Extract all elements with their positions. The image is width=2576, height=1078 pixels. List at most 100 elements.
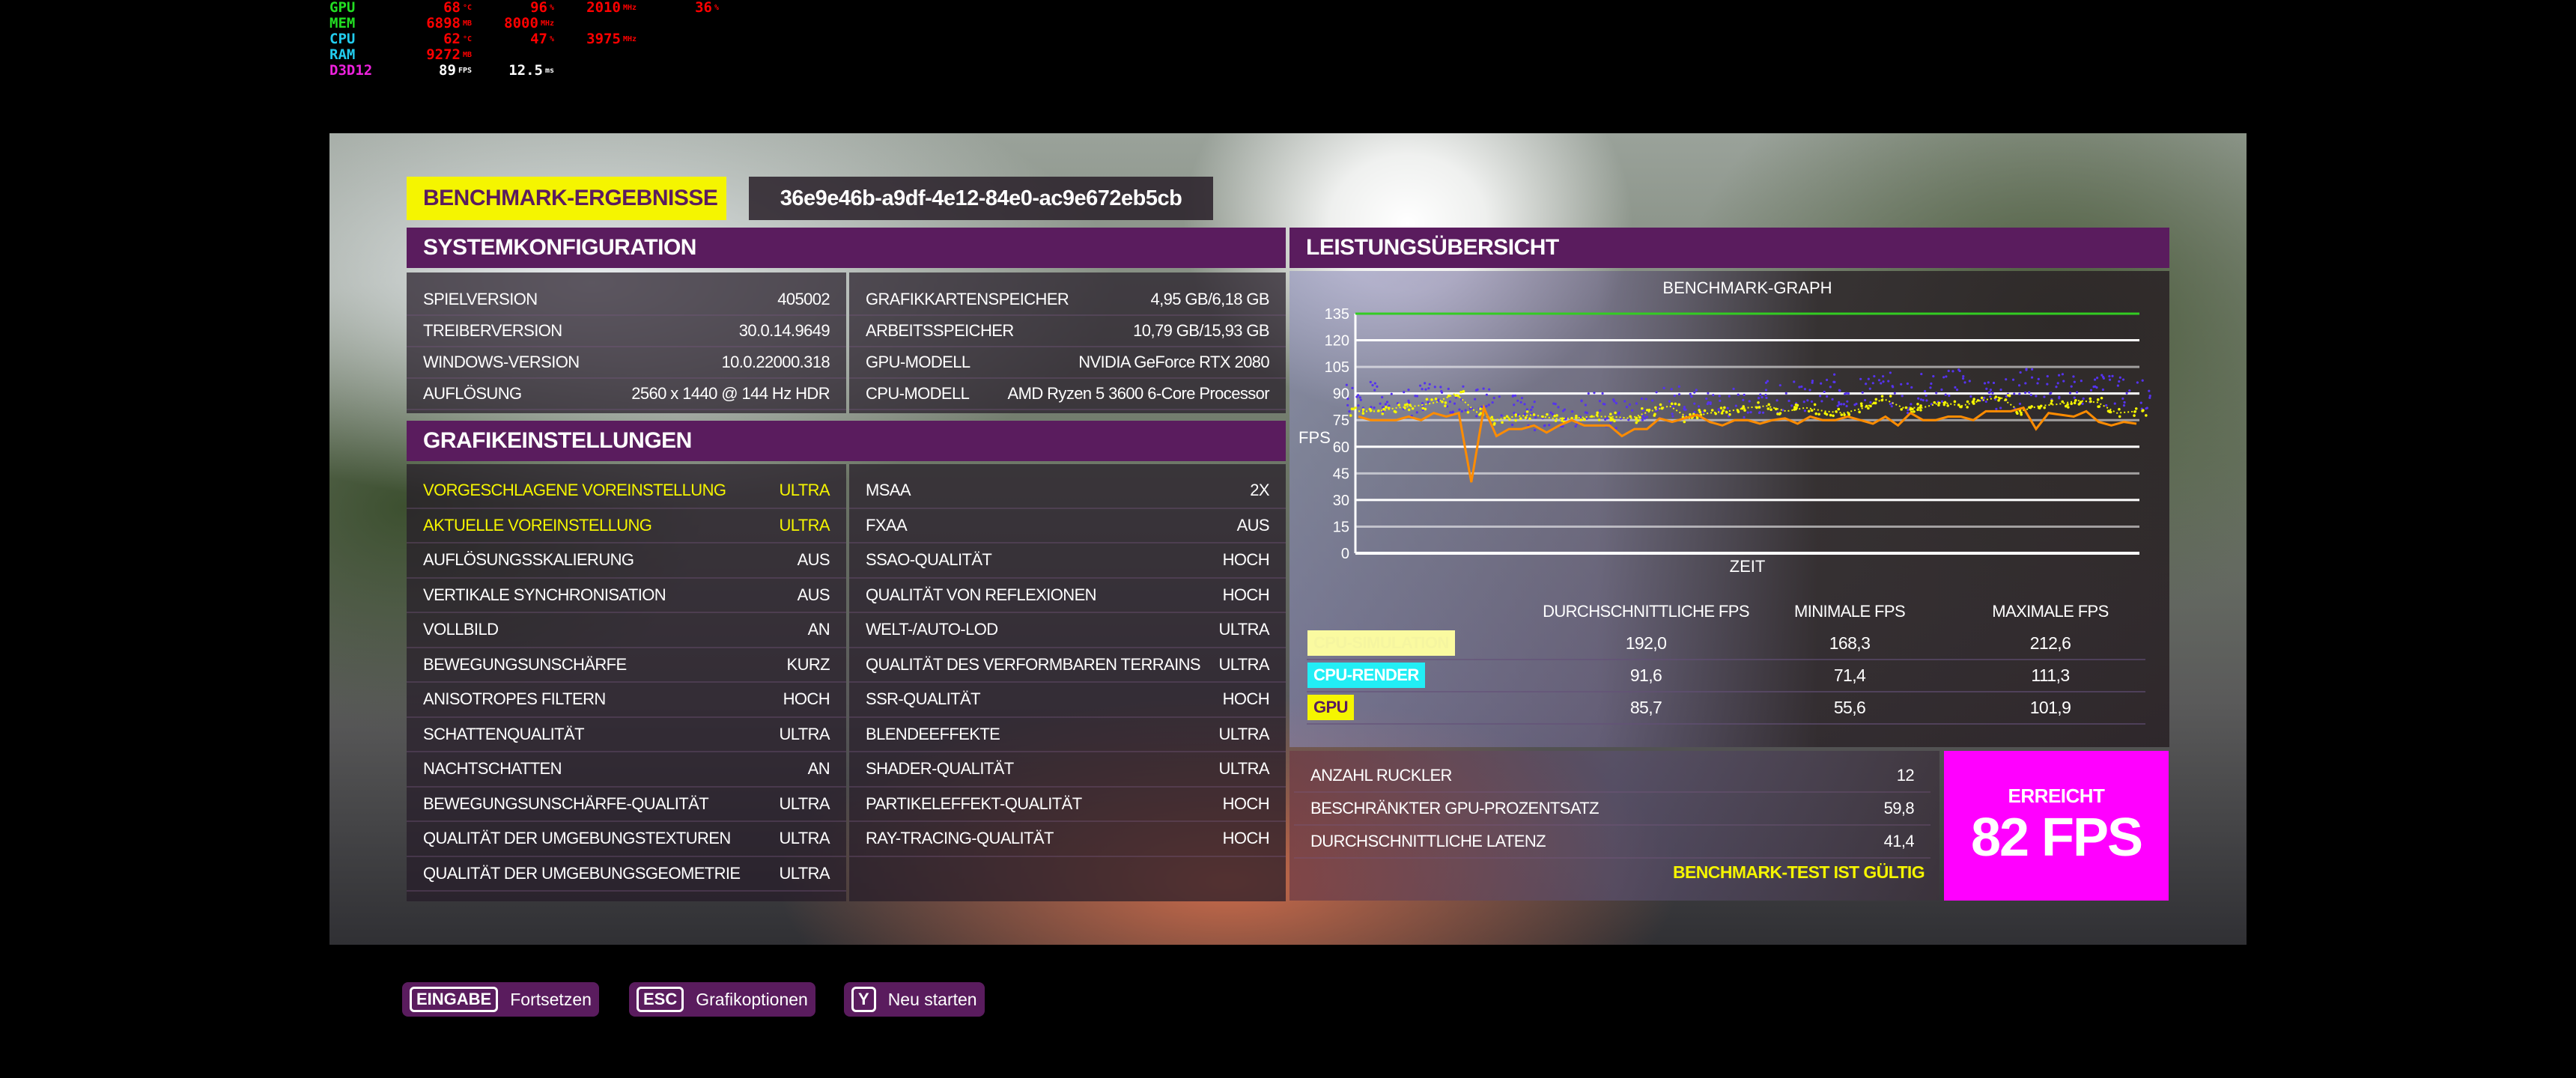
scatter-point <box>1428 383 1431 386</box>
gpu-point <box>1430 398 1433 401</box>
gpu-point <box>2038 406 2041 409</box>
scatter-point <box>1890 405 1893 408</box>
setting-value: 30.0.14.9649 <box>738 321 830 340</box>
scatter-point <box>2123 401 2126 404</box>
scatter-point <box>1513 412 1516 415</box>
scatter-point <box>1906 412 1910 415</box>
scatter-point <box>1358 396 1361 399</box>
gpu-point <box>1501 421 1504 424</box>
scatter-point <box>2072 375 2075 378</box>
key-hint: Y <box>851 987 876 1012</box>
column-header: MINIMALE FPS <box>1793 602 1906 621</box>
gpu-point <box>1966 406 1969 409</box>
scatter-point <box>1924 390 1927 393</box>
gpu-point <box>2066 403 2069 406</box>
setting-value: 10,79 GB/15,93 GB <box>1133 321 1269 340</box>
scatter-point <box>2095 386 2098 389</box>
scatter-point <box>1833 380 1836 383</box>
footer-button-neu-starten[interactable]: Y Neu starten <box>844 982 985 1017</box>
stat-label: ANZAHL RUCKLER <box>1310 766 1452 785</box>
setting-value: 4,95 GB/6,18 GB <box>1150 290 1269 308</box>
scatter-point <box>2148 389 2151 392</box>
gpu-point <box>1528 417 1531 421</box>
gpu-point <box>1425 398 1429 401</box>
setting-value: AN <box>807 759 830 779</box>
gpu-point <box>1561 417 1564 421</box>
scatter-point <box>1415 395 1419 398</box>
scatter-point <box>2025 368 2028 371</box>
scatter-point <box>1421 402 1424 405</box>
footer-button-grafikoptionen[interactable]: ESC Grafikoptionen <box>629 982 815 1017</box>
fps-value: 212,6 <box>2029 633 2071 653</box>
scatter-point <box>1642 415 1645 418</box>
scatter-point <box>1803 409 1806 412</box>
gpu-point <box>2070 402 2074 406</box>
scatter-point <box>1421 388 1424 391</box>
scatter-point <box>1513 394 1517 398</box>
gpu-point <box>1670 402 1674 406</box>
scatter-point <box>2055 386 2058 389</box>
graphics-settings-right-panel <box>849 464 1286 901</box>
scatter-point <box>1357 404 1360 407</box>
row-divider <box>1307 659 2145 660</box>
osd-value: 47% <box>472 31 554 47</box>
setting-label: QUALITÄT DER UMGEBUNGSTEXTUREN <box>423 829 731 848</box>
scatter-point <box>1951 370 1954 373</box>
scatter-point <box>1662 386 1665 389</box>
gpu-point <box>1997 399 2000 402</box>
setting-label: PARTIKELEFFEKT-QUALITÄT <box>866 794 1082 813</box>
scatter-point <box>1871 382 1874 385</box>
setting-row: QUALITÄT VON REFLEXIONEN HOCH <box>849 579 1286 613</box>
setting-row: BEWEGUNGSUNSCHÄRFE KURZ <box>407 648 846 683</box>
scatter-point <box>1910 386 1913 389</box>
y-tick-label: 120 <box>1325 333 1349 350</box>
scatter-point <box>1475 415 1478 418</box>
gpu-point <box>1728 412 1731 416</box>
chart-title: BENCHMARK-GRAPH <box>1662 278 1832 297</box>
scatter-point <box>1919 398 1923 401</box>
scatter-point <box>2075 391 2079 394</box>
graphics-settings-left-panel <box>407 464 846 901</box>
scatter-point <box>1670 388 1673 391</box>
row-divider <box>1307 691 2145 692</box>
scatter-point <box>1628 403 1631 406</box>
scatter-point <box>1901 395 1904 398</box>
osd-label: MEM <box>329 15 356 31</box>
gpu-point <box>1840 413 1844 416</box>
gpu-point <box>1942 403 1946 406</box>
scatter-point <box>1617 412 1620 415</box>
setting-row: BEWEGUNGSUNSCHÄRFE-QUALITÄT ULTRA <box>407 788 846 822</box>
gpu-point <box>1641 406 1644 410</box>
setting-label: VOLLBILD <box>423 620 499 639</box>
gpu-point <box>1381 412 1385 415</box>
scatter-point <box>1671 405 1675 408</box>
gpu-point <box>1843 413 1846 416</box>
osd-unit: % <box>549 35 554 43</box>
scatter-point <box>1427 387 1430 390</box>
scatter-point <box>1836 404 1839 407</box>
scatter-point <box>1693 391 1696 394</box>
scatter-point <box>1917 397 1920 400</box>
scatter-point <box>1764 394 1767 397</box>
scatter-point <box>1995 407 1998 410</box>
scatter-point <box>2105 404 2108 407</box>
scatter-point <box>1955 389 1959 392</box>
gpu-point <box>1479 407 1482 410</box>
setting-label: VERTIKALE SYNCHRONISATION <box>423 585 666 604</box>
setting-label: BEWEGUNGSUNSCHÄRFE <box>423 654 627 674</box>
scatter-point <box>1561 424 1564 427</box>
scatter-point <box>1533 428 1537 432</box>
scatter-point <box>1348 410 1351 413</box>
setting-row: SSR-QUALITÄT HOCH <box>849 683 1286 718</box>
footer-button-fortsetzen[interactable]: EINGABE Fortsetzen <box>402 982 599 1017</box>
setting-value: ULTRA <box>1218 759 1270 779</box>
scatter-point <box>1346 398 1349 401</box>
scatter-point <box>1922 399 1925 402</box>
gpu-point <box>1647 408 1651 412</box>
scatter-point <box>1881 375 1885 378</box>
scatter-point <box>2013 392 2016 395</box>
osd-value: 3975 MHz <box>554 31 637 47</box>
gpu-point <box>1596 411 1599 415</box>
gpu-point <box>1406 403 1409 406</box>
scatter-point <box>1492 396 1495 400</box>
